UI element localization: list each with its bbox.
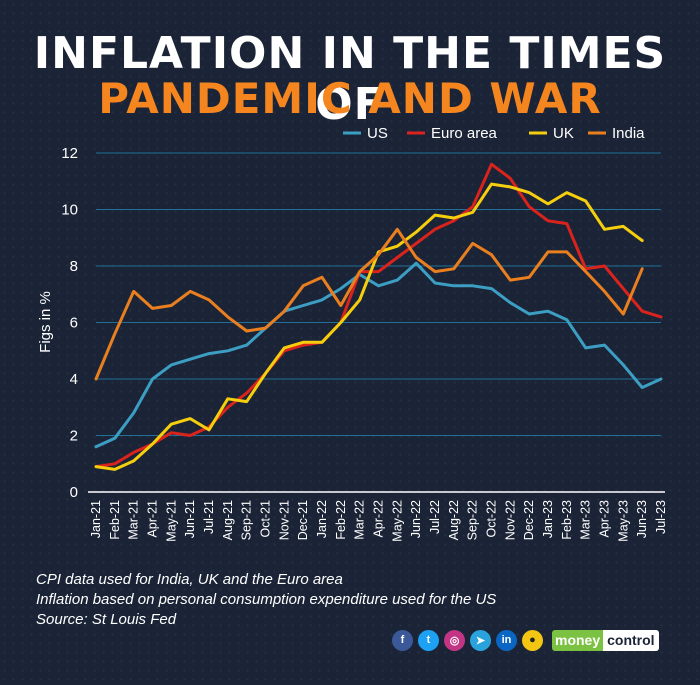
x-tick-label: Apr-22 xyxy=(372,500,386,538)
x-tick-label: Oct-21 xyxy=(259,500,273,538)
y-tick-label: 2 xyxy=(70,428,78,445)
x-tick-label: May-22 xyxy=(390,500,404,542)
x-tick-label: Jul-21 xyxy=(202,500,216,534)
x-tick-label: Aug-21 xyxy=(221,500,235,540)
x-tick-label: Apr-23 xyxy=(598,500,612,538)
x-tick-label: Nov-21 xyxy=(277,500,291,540)
y-tick-label: 6 xyxy=(70,315,78,332)
chart-title-line1: INFLATION IN THE TIMES OF xyxy=(33,28,667,130)
x-tick-label: Jul-22 xyxy=(428,500,442,534)
telegram-icon[interactable]: ➤ xyxy=(470,629,491,651)
x-tick-label: Jan-22 xyxy=(315,500,329,538)
x-tick-label: Feb-22 xyxy=(334,500,348,540)
x-tick-label: Jun-22 xyxy=(409,500,423,538)
series-line-us xyxy=(94,261,663,449)
inflation-line-chart: 0 2 4 6 8 10 12 Jan-21 Feb-21 Mar-21 Apr-21 May-21 J… xyxy=(37,125,668,542)
x-tick-label: Sep-22 xyxy=(466,500,480,540)
note-source: Source: St Louis Fed xyxy=(36,611,177,628)
x-tick-label: Feb-21 xyxy=(108,500,122,540)
y-axis-label: Figs in % xyxy=(37,291,54,353)
legend-label-euro-area: Euro area xyxy=(431,125,498,142)
series-line-uk xyxy=(94,182,644,471)
footer-social: f t ◎ ➤ in ● money control xyxy=(392,627,659,653)
x-tick-label: Jan-21 xyxy=(89,500,103,538)
x-tick-label: Sep-21 xyxy=(240,500,254,540)
chart-title-line2: PANDEMIC AND WAR xyxy=(98,74,602,123)
facebook-icon[interactable]: f xyxy=(392,629,413,651)
note-pce: Inflation based on personal consumption … xyxy=(36,591,497,608)
x-tick-label: Oct-22 xyxy=(485,500,499,538)
brand-money: money xyxy=(552,629,604,651)
note-cpi: CPI data used for India, UK and the Euro… xyxy=(36,571,343,588)
koo-icon[interactable]: ● xyxy=(522,629,543,651)
moneycontrol-logo: money control xyxy=(552,629,659,651)
y-tick-label: 4 xyxy=(70,371,78,388)
x-tick-label: Mar-23 xyxy=(579,500,593,540)
x-tick-label: Mar-21 xyxy=(127,500,141,540)
series-line-india xyxy=(94,227,644,381)
brand-control: control xyxy=(603,629,659,651)
instagram-icon[interactable]: ◎ xyxy=(444,629,465,651)
y-tick-label: 12 xyxy=(61,145,78,162)
y-tick-label: 10 xyxy=(61,202,78,219)
x-tick-label: May-21 xyxy=(164,500,178,542)
legend-label-india: India xyxy=(612,125,645,142)
series-line-euro-area xyxy=(94,162,663,469)
x-tick-label: Jun-23 xyxy=(635,500,649,538)
x-tick-label: Dec-22 xyxy=(522,500,536,540)
x-tick-label: Feb-23 xyxy=(560,500,574,540)
x-tick-label: Mar-22 xyxy=(353,500,367,540)
x-tick-label: Jan-23 xyxy=(541,500,555,538)
linkedin-icon[interactable]: in xyxy=(496,629,517,651)
x-tick-label: Aug-22 xyxy=(447,500,461,540)
twitter-icon[interactable]: t xyxy=(418,629,439,651)
x-tick-label: Jun-21 xyxy=(183,500,197,538)
y-tick-label: 0 xyxy=(70,484,78,501)
y-tick-label: 8 xyxy=(70,258,78,275)
x-tick-label: Jul-23 xyxy=(654,500,668,534)
legend-label-us: US xyxy=(367,125,388,142)
x-tick-label: Apr-21 xyxy=(146,500,160,538)
x-tick-label: May-23 xyxy=(616,500,630,542)
x-tick-label: Nov-22 xyxy=(503,500,517,540)
x-tick-label: Dec-21 xyxy=(296,500,310,540)
legend-label-uk: UK xyxy=(553,125,574,142)
chart-notes: CPI data used for India, UK and the Euro… xyxy=(36,570,496,630)
